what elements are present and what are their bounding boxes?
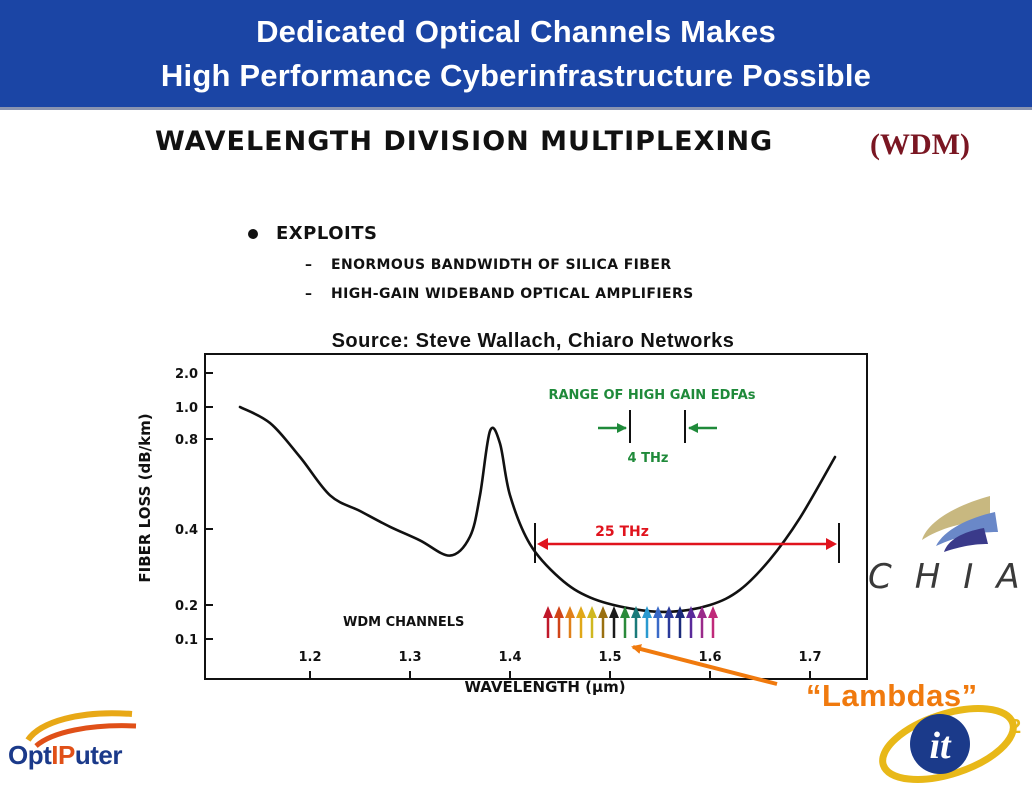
- wdm-channel-arrowhead: [653, 606, 663, 618]
- x-tick-label: 1.5: [598, 650, 621, 665]
- sub-item-amplifiers: – HIGH-GAIN WIDEBAND OPTICAL AMPLIFIERS: [305, 286, 694, 302]
- optiputer-logo: OptIPuter: [8, 710, 137, 770]
- it2-text: it: [929, 725, 952, 767]
- edfa-range-label: RANGE OF HIGH GAIN EDFAs: [548, 388, 755, 403]
- x-tick-label: 1.7: [798, 650, 821, 665]
- wdm-channel-arrowhead: [697, 606, 707, 618]
- source-credit: Source: Steve Wallach, Chiaro Networks: [331, 330, 735, 352]
- lambdas-callout: “Lambdas”: [806, 678, 978, 713]
- wdm-channel-arrowhead: [587, 606, 597, 618]
- edfa-left-arrowhead: [617, 423, 627, 433]
- slide-title-line-1: Dedicated Optical Channels Makes: [256, 14, 776, 49]
- svg-text:OptIPuter: OptIPuter: [8, 740, 122, 770]
- bullet-exploits: EXPLOITS: [276, 223, 378, 244]
- it2-logo: it 2: [879, 705, 1021, 783]
- wdm-channel-arrowhead: [576, 606, 586, 618]
- sub-item-label: HIGH-GAIN WIDEBAND OPTICAL AMPLIFIERS: [331, 286, 694, 302]
- bullet-icon: [248, 229, 258, 239]
- chiaro-wordmark: CHIARO: [868, 557, 1036, 597]
- wdm-channel-arrowhead: [642, 606, 652, 618]
- y-tick-label: 0.8: [175, 433, 198, 448]
- x-axis-label: WAVELENGTH (μm): [464, 678, 625, 696]
- wdm-heading: WAVELENGTH DIVISION MULTIPLEXING: [155, 126, 774, 157]
- chiaro-logo: CHIARO: [868, 496, 1036, 597]
- wdm-channel-arrowhead: [554, 606, 564, 618]
- edfa-range-annotation: [598, 410, 717, 443]
- y-tick-label: 0.1: [175, 633, 198, 648]
- optiputer-part-1: Opt: [8, 740, 52, 770]
- band-annotation: [534, 523, 840, 563]
- wdm-channel-arrowhead: [598, 606, 608, 618]
- wdm-abbreviation: (WDM): [870, 128, 970, 161]
- y-tick-label: 1.0: [175, 401, 198, 416]
- wdm-channel-arrowhead: [664, 606, 674, 618]
- plot-frame: [204, 353, 868, 680]
- x-tick-label: 1.4: [498, 650, 521, 665]
- wdm-channel-arrowhead: [609, 606, 619, 618]
- sub-item-bandwidth: – ENORMOUS BANDWIDTH OF SILICA FIBER: [305, 257, 672, 273]
- wdm-channel-arrowhead: [631, 606, 641, 618]
- lambdas-arrow: [631, 644, 778, 686]
- x-tick-label: 1.3: [398, 650, 421, 665]
- x-axis: 1.2 1.3 1.4 1.5 1.6 1.7: [298, 650, 822, 679]
- band-right-arrowhead: [826, 538, 837, 550]
- wdm-channel-arrowhead: [686, 606, 696, 618]
- wdm-channel-arrows: [543, 606, 718, 638]
- slide-title-line-2: High Performance Cyberinfrastructure Pos…: [160, 58, 872, 93]
- wdm-channel-arrowhead: [543, 606, 553, 618]
- x-tick-label: 1.6: [698, 650, 721, 665]
- sub-item-label: ENORMOUS BANDWIDTH OF SILICA FIBER: [331, 257, 672, 273]
- y-tick-label: 0.2: [175, 599, 198, 614]
- wdm-channel-arrowhead: [675, 606, 685, 618]
- it2-superscript: 2: [1010, 716, 1021, 738]
- band-label: 25 THz: [595, 524, 649, 540]
- y-tick-label: 2.0: [175, 367, 198, 382]
- edfa-width-label: 4 THz: [628, 451, 669, 466]
- y-axis-label: FIBER LOSS (dB/km): [136, 413, 154, 582]
- wdm-channel-arrowhead: [620, 606, 630, 618]
- optiputer-part-2: IP: [51, 740, 75, 770]
- wdm-channels-label: WDM CHANNELS: [343, 615, 464, 630]
- title-bar: Dedicated Optical Channels Makes High Pe…: [0, 0, 1032, 110]
- y-tick-label: 0.4: [175, 523, 198, 538]
- y-axis: 2.0 1.0 0.8 0.4 0.2 0.1: [175, 367, 213, 648]
- optiputer-part-3: uter: [75, 740, 123, 770]
- band-left-arrowhead: [537, 538, 548, 550]
- fiber-loss-curve: [238, 405, 837, 614]
- x-tick-label: 1.2: [298, 650, 321, 665]
- edfa-right-arrowhead: [688, 423, 698, 433]
- wdm-channel-arrowhead: [708, 606, 718, 618]
- wdm-channel-arrowhead: [565, 606, 575, 618]
